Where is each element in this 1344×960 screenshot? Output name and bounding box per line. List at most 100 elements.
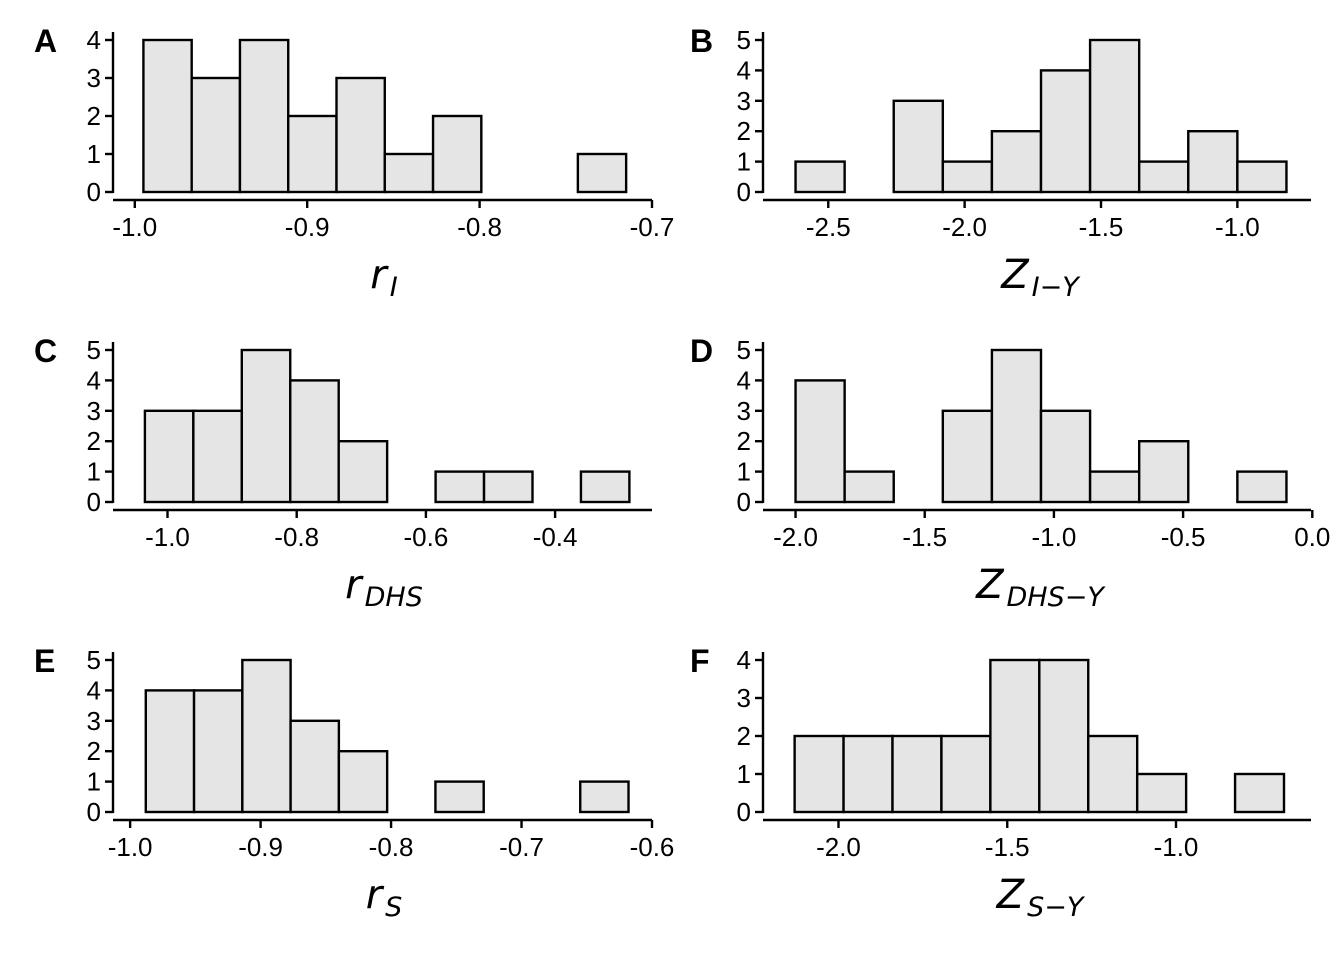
panel-f-bar-2 xyxy=(891,734,943,814)
panel-a-ytick-label-3: 3 xyxy=(87,63,101,93)
panel-f-xtick-label-0: -2.0 xyxy=(816,832,861,862)
panel-c-x-axis-title-sub: DHS xyxy=(365,582,423,613)
panel-d-bar-5 xyxy=(1039,409,1092,504)
panel-d-xtick-label-1: -1.5 xyxy=(902,522,947,552)
panel-e-xtick-label-3: -0.7 xyxy=(499,832,544,862)
panel-b-ytick-label-2: 2 xyxy=(737,116,751,146)
panel-e-bar-0 xyxy=(144,689,196,814)
panel-f-x-axis-title-sub: S−Y xyxy=(1027,892,1086,923)
panel-c-bar-4 xyxy=(337,440,389,504)
panel-a-ytick-label-0: 0 xyxy=(87,177,101,207)
panel-c-bar-1 xyxy=(192,409,243,504)
panel-e-xtick-label-0: -1.0 xyxy=(108,832,153,862)
panel-a-bar-9 xyxy=(576,152,628,194)
panel-a-xtick-label-1: -0.9 xyxy=(285,212,330,242)
panel-f-ytick-label-2: 2 xyxy=(737,721,751,751)
panel-a-bar-0 xyxy=(142,38,193,194)
panel-a-ytick-label-2: 2 xyxy=(87,101,101,131)
panel-d-ytick-label-2: 2 xyxy=(737,426,751,456)
panel-d-xtick-label-3: -0.5 xyxy=(1161,522,1206,552)
panel-e-ytick-label-5: 5 xyxy=(87,645,101,675)
panel-a-letter: A xyxy=(34,23,57,59)
panel-b-bar-3 xyxy=(941,160,994,194)
panel-b-bar-6 xyxy=(1088,38,1141,194)
panel-e-bar-1 xyxy=(192,689,244,814)
panel-d-ytick-label-5: 5 xyxy=(737,335,751,365)
panel-f-bar-5 xyxy=(1038,658,1090,814)
panel-a-bar-3 xyxy=(287,114,338,194)
panel-c-xtick-label-1: -0.8 xyxy=(274,522,319,552)
panel-f-bar-4 xyxy=(989,658,1041,814)
panel-f-letter: F xyxy=(690,643,710,679)
panel-b-bar-0 xyxy=(794,160,846,194)
panel-c-bar-9 xyxy=(579,470,631,504)
panel-a-bar-6 xyxy=(431,114,483,194)
panel-f-bar-1 xyxy=(842,734,894,814)
panel-c-letter: C xyxy=(34,333,57,369)
panel-b-xtick-label-2: -1.5 xyxy=(1079,212,1124,242)
panel-d-xtick-label-0: -2.0 xyxy=(773,522,818,552)
panel-d-ytick-label-3: 3 xyxy=(737,396,751,426)
panel-d-ytick-label-4: 4 xyxy=(737,365,751,395)
panel-a-xtick-label-2: -0.8 xyxy=(457,212,502,242)
panel-a-x-axis-title-sub: I xyxy=(390,272,398,303)
panel-b-bar-2 xyxy=(892,99,945,194)
panel-c-ytick-label-1: 1 xyxy=(87,457,101,487)
panel-a-xtick-label-0: -1.0 xyxy=(112,212,157,242)
panel-f-bar-0 xyxy=(793,734,845,814)
panel-f-xtick-label-2: -1.0 xyxy=(1154,832,1199,862)
panel-e-ytick-label-2: 2 xyxy=(87,736,101,766)
panel-d-bar-3 xyxy=(941,409,994,504)
panel-a-x-axis-title-main: r xyxy=(370,252,389,298)
panel-b-xtick-label-1: -2.0 xyxy=(942,212,987,242)
panel-a-ytick-label-1: 1 xyxy=(87,139,101,169)
panel-f-bar-6 xyxy=(1087,734,1139,814)
panel-e-x-axis-title-main: r xyxy=(366,872,385,918)
panel-d-xtick-label-2: -1.0 xyxy=(1032,522,1077,552)
panel-b-bar-5 xyxy=(1039,69,1092,194)
panel-b-x-axis-title-sub: I−Y xyxy=(1032,272,1082,303)
panel-e-letter: E xyxy=(34,643,55,679)
panel-c-ytick-label-2: 2 xyxy=(87,426,101,456)
panel-b-ytick-label-1: 1 xyxy=(737,147,751,177)
panel-e-bar-3 xyxy=(289,719,341,814)
panel-b-letter: B xyxy=(690,23,713,59)
panel-c-bar-6 xyxy=(434,470,486,504)
panel-e-xtick-label-1: -0.9 xyxy=(238,832,283,862)
panel-c-xtick-label-0: -1.0 xyxy=(145,522,190,552)
panel-e-bar-4 xyxy=(337,750,389,814)
panel-c-bar-0 xyxy=(143,409,195,504)
panel-d-x-axis-title-sub: DHS−Y xyxy=(1007,582,1107,613)
panel-d-xtick-label-4: 0.0 xyxy=(1294,522,1330,552)
panel-d-x-axis-title: Z DHS−Y xyxy=(975,562,1106,613)
panel-d-bar-7 xyxy=(1137,440,1190,504)
panel-b-x-axis-title-main: Z xyxy=(1000,252,1030,298)
panel-c-x-axis-title: r DHS xyxy=(345,562,423,613)
panel-f-x-axis-title-main: Z xyxy=(996,872,1026,918)
panel-f-ytick-label-4: 4 xyxy=(737,645,751,675)
panel-d-bar-6 xyxy=(1088,470,1141,504)
panel-b-bar-9 xyxy=(1236,160,1288,194)
panel-d-bar-1 xyxy=(843,470,895,504)
panel-b-bar-8 xyxy=(1187,129,1239,194)
panel-a-ytick-label-4: 4 xyxy=(87,25,101,55)
panel-f-ytick-label-0: 0 xyxy=(737,797,751,827)
panel-f-bar-3 xyxy=(940,734,992,814)
panel-d-ytick-label-0: 0 xyxy=(737,487,751,517)
panel-b-ytick-label-5: 5 xyxy=(737,25,751,55)
panel-e-bar-6 xyxy=(434,780,485,814)
panel-b-xtick-label-0: -2.5 xyxy=(806,212,851,242)
panel-a-bar-4 xyxy=(335,76,386,194)
panel-c-xtick-label-3: -0.4 xyxy=(533,522,578,552)
panel-c-bar-2 xyxy=(240,348,292,504)
panel-f-ytick-label-3: 3 xyxy=(737,683,751,713)
panel-e-ytick-label-3: 3 xyxy=(87,706,101,736)
panel-e-bar-2 xyxy=(241,658,292,814)
panel-c-bar-7 xyxy=(482,470,534,504)
panel-a-bar-2 xyxy=(238,38,290,194)
panel-f-bar-9 xyxy=(1233,772,1286,814)
panel-d-bar-9 xyxy=(1236,470,1288,504)
